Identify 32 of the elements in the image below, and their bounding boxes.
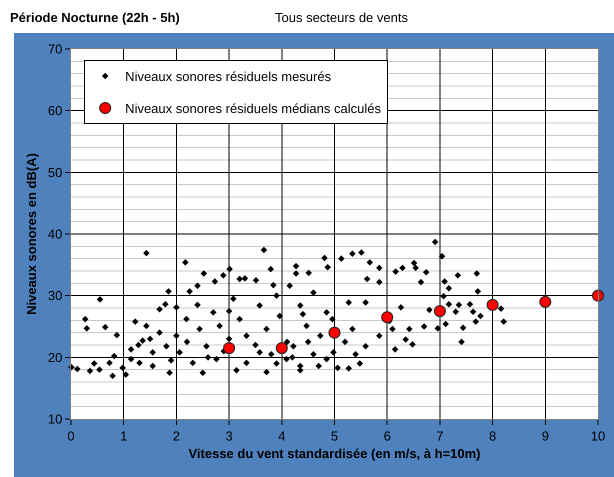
y-tick-label: 70 — [48, 42, 62, 57]
x-tick-label: 10 — [590, 428, 606, 444]
chart-title: Période Nocturne (22h - 5h) — [10, 10, 180, 25]
x-tick-label: 8 — [488, 428, 496, 444]
point — [223, 342, 236, 354]
y-tick-label: 50 — [48, 164, 62, 180]
x-tick-label: 1 — [120, 428, 128, 444]
x-tick-label: 2 — [172, 428, 180, 444]
chart-subtitle: Tous secteurs de vents — [275, 10, 408, 25]
y-tick-label: 40 — [48, 226, 62, 242]
x-tick-label: 3 — [225, 428, 233, 444]
x-axis-title: Vitesse du vent standardisée (en m/s, à h=10m) — [188, 446, 481, 462]
x-tick-label: 6 — [384, 428, 391, 444]
x-tick-label: 9 — [542, 428, 549, 444]
legend-label: Niveaux sonores résiduels mesurés — [125, 69, 332, 84]
y-tick-label: 10 — [48, 412, 62, 427]
point — [592, 290, 604, 302]
y-tick-label: 30 — [48, 288, 62, 304]
y-axis-title: Niveaux sonores en dB(A) — [24, 153, 39, 315]
x-tick-label: 7 — [436, 428, 444, 444]
x-tick-label: 0 — [67, 428, 75, 444]
point — [486, 298, 499, 311]
y-tick-label: 60 — [48, 103, 62, 118]
legend-label: Niveaux sonores résiduels médians calculés — [125, 101, 382, 116]
x-tick-label: 4 — [278, 428, 286, 444]
point — [381, 311, 394, 324]
point — [434, 305, 446, 318]
point — [328, 326, 340, 339]
point — [539, 296, 552, 308]
point — [276, 342, 288, 354]
x-tick-label: 5 — [330, 428, 338, 444]
y-tick-label: 20 — [48, 350, 62, 365]
